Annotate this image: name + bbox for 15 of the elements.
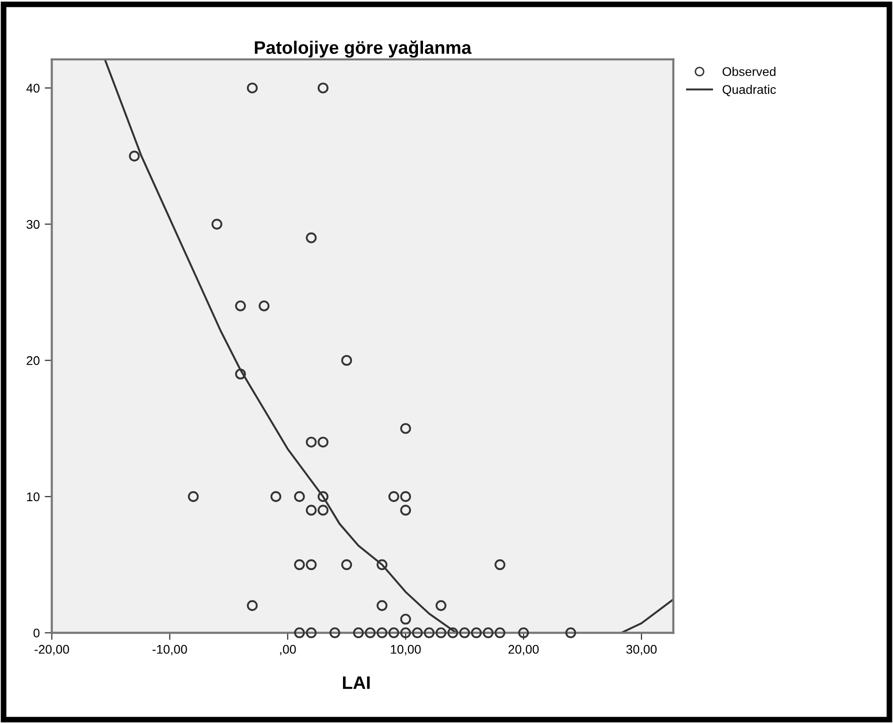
x-tick-label: ,00 [280,644,296,656]
y-tick-label: 30 [26,220,40,229]
x-tick-label: 10,00 [390,644,421,656]
y-tick-label: 20 [26,356,40,366]
legend-label: Quadratic [722,84,776,96]
y-tick-label: 40 [26,84,40,93]
legend-label: Observed [722,66,776,76]
x-tick-label: 30,00 [626,644,657,656]
y-tick-label: 10 [27,492,40,502]
x-axis-title: LAI [343,676,370,689]
y-tick-label: 0 [34,628,40,638]
chart-title: Patolojiye göre yağlanma [254,40,472,58]
x-tick-label: -20,00 [34,644,70,656]
x-tick-label: 20,00 [508,644,539,656]
x-tick-label: -10,00 [152,644,187,656]
